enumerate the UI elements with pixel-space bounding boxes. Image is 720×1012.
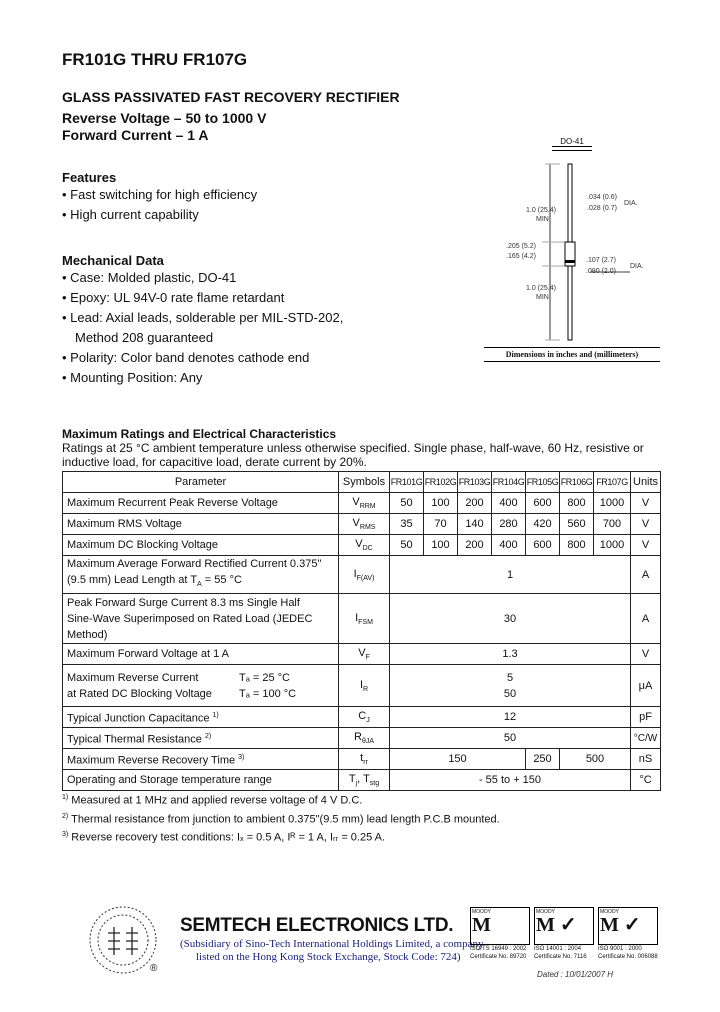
table-row: Typical Thermal Resistance 2) RθJA 50 °C/W [62,727,661,750]
list-item: • Mounting Position: Any [62,370,203,385]
footnote: 2) Thermal resistance from junction to a… [62,812,500,826]
reverse-voltage: Reverse Voltage – 50 to 1000 V [62,110,267,126]
table-row: Maximum Average Forward Rectified Curren… [62,554,661,595]
footnote: 3) Reverse recovery test conditions: Iₓ … [62,831,386,844]
package-label: DO-41 [552,137,592,147]
table-row: Maximum Reverse Current Tₐ = 25 °C at Rate… [62,664,661,708]
table-row: Operating and Storage temperature range T… [62,769,661,792]
diagram-caption: Dimensions in inches and (millimeters) [484,347,660,362]
list-item: • Epoxy: UL 94V-0 rate flame retardant [62,290,285,305]
table-row: Maximum DC Blocking Voltage VDC 50 100 200 4… [62,534,661,556]
company-listing: listed on the Hong Kong Stock Exchange, … [196,951,461,963]
features: Features • Fast switching for high effic… [62,170,257,225]
footnotes: 1) Measured at 1 MHz and applied reverse… [62,790,500,846]
page-title: FR101G THRU FR107G [62,50,248,69]
table-row: Maximum Forward Voltage at 1 A VF 1.3 V [62,643,661,666]
cert-badge: MOODY M ISO/TS 16949 : 2002 Certificate No.… [470,907,530,961]
table-row: Typical Junction Capacitance 1) CJ 12 pF [62,706,661,729]
list-item: • Lead: Axial leads, solderable per MIL-… [62,310,344,325]
cert-badge: MOODY M ✓ ISO 9001 : 2000 Certificate No. 0… [598,907,658,960]
forward-current: Forward Current – 1 A [62,127,209,143]
list-item: • Polarity: Color band denotes cathode e… [62,350,310,365]
mechanical-heading: Mechanical Data [62,253,164,268]
company-subsidiary: (Subsidiary of Sino-Tech International H… [180,938,484,950]
dated: Dated : 10/01/2007 H [537,970,614,979]
list-item: • High current capability [62,207,199,222]
list-item: • Case: Molded plastic, DO-41 [62,270,237,285]
mechanical-data: Mechanical Data • Case: Molded plastic, … [62,253,343,388]
table-header: Parameter Symbols FR101G FR102G FR103G FR104… [62,471,661,493]
ratings-heading: Maximum Ratings and Electrical Character… [62,427,337,441]
ratings-table: Parameter Symbols FR101G FR102G FR103G FR104… [62,471,661,792]
features-heading: Features [62,170,117,185]
company-logo [89,906,157,974]
footnote: 1) Measured at 1 MHz and applied reverse… [62,794,363,807]
company-name: SEMTECH ELECTRONICS LTD. [180,915,454,936]
cert-badge: MOODY M ✓ ISO 14001 : 2004 Certificate No. … [534,907,594,961]
list-item: • Fast switching for high efficiency [62,187,258,202]
table-row: Peak Forward Surge Current 8.3 ms Single… [62,593,661,645]
table-row: Maximum RMS Voltage VRMS 35 70 140 280 420 560… [62,513,661,535]
list-item: Method 208 guaranteed [75,330,214,345]
do41-diagram: DO-41 .034 (0.6) .028 (0.7) DIA. 1.0 (25… [480,130,660,370]
certifications: MOODY M ISO/TS 16949 : 2002 Certificate No.… [470,907,658,961]
registered-mark: ® [150,963,158,974]
table-row: Maximum Reverse Recovery Time 3) trr 150 25… [62,748,661,771]
diode-outline [542,163,630,341]
ratings-note: Ratings at 25 °C ambient temperature unl… [62,441,644,469]
subtitle: GLASS PASSIVATED FAST RECOVERY RECTIFIER [62,89,400,105]
table-row: Maximum Recurrent Peak Reverse Voltage VR… [62,492,661,514]
